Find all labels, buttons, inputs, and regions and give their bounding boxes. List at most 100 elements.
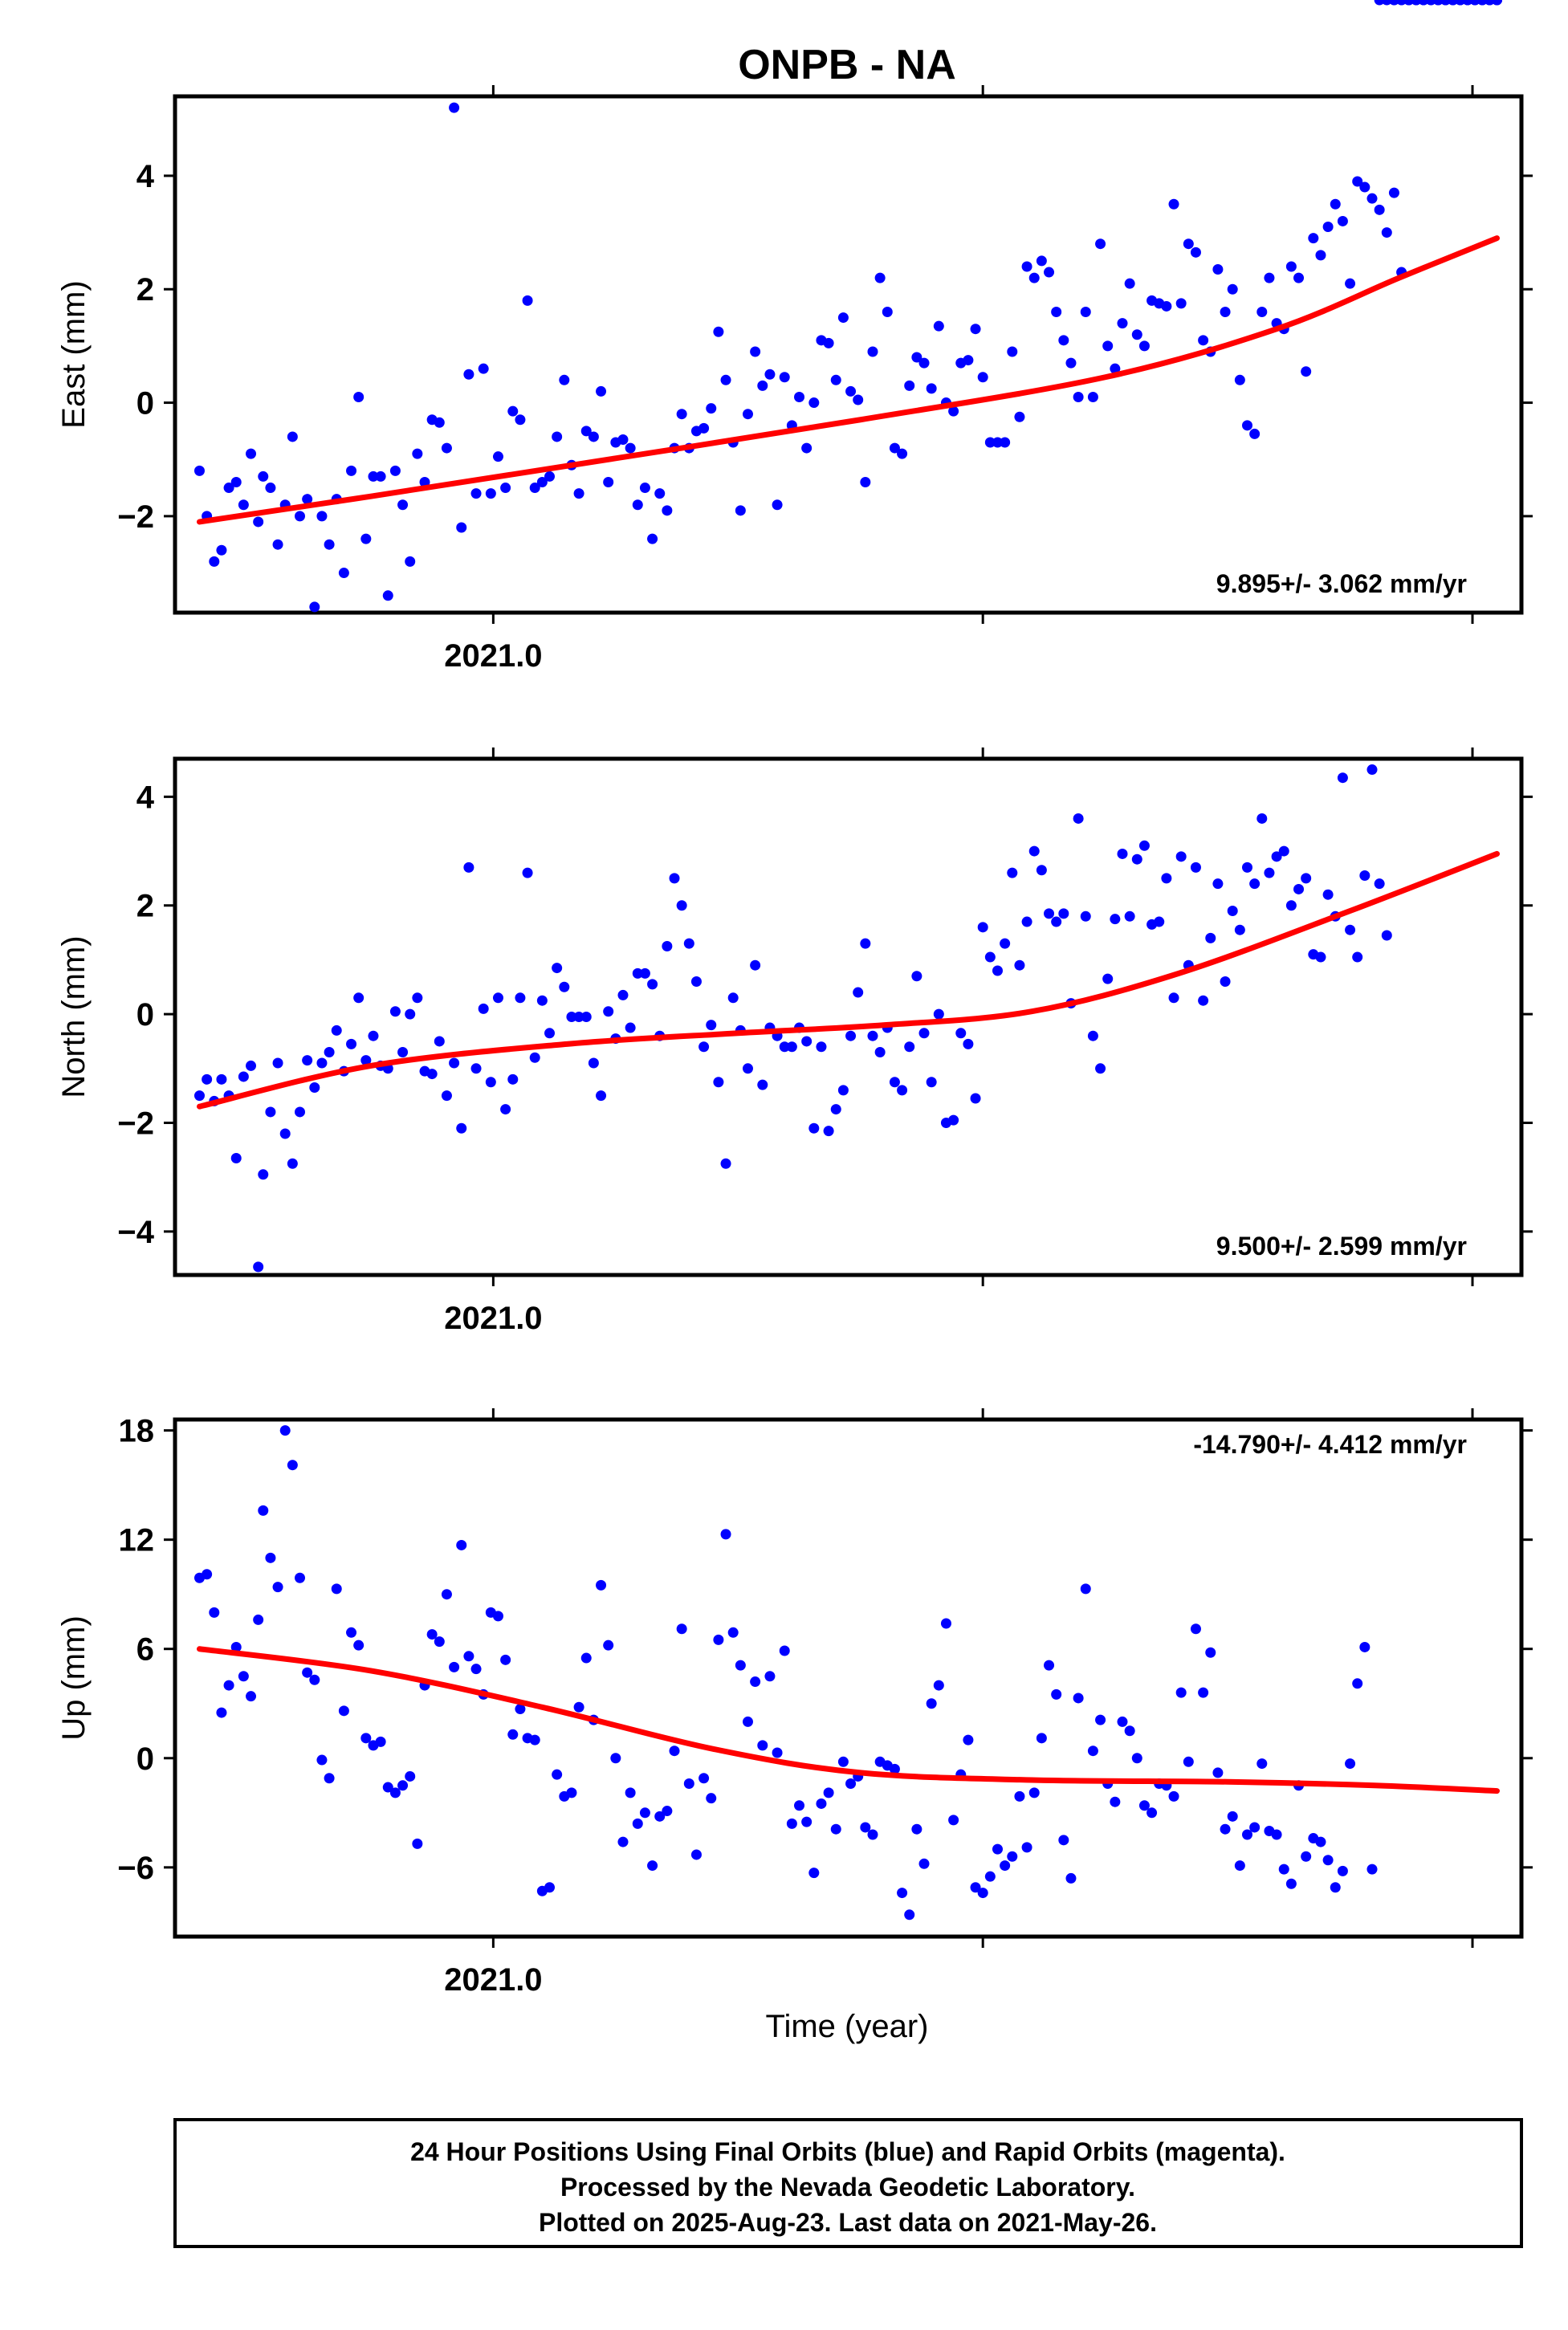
data-point <box>867 1030 878 1041</box>
data-point <box>1183 238 1194 250</box>
data-point <box>764 1671 776 1682</box>
data-point <box>1036 865 1047 876</box>
data-point <box>1198 1687 1209 1698</box>
data-point <box>904 1909 915 1921</box>
data-point <box>1359 870 1370 882</box>
data-point <box>1264 867 1275 878</box>
data-point <box>397 1046 409 1057</box>
data-point <box>368 470 379 482</box>
data-point <box>926 1698 937 1709</box>
data-point <box>1322 1855 1334 1866</box>
data-point <box>1264 272 1275 283</box>
data-point <box>963 1734 974 1745</box>
data-point <box>867 346 878 357</box>
data-point <box>412 448 423 459</box>
data-point <box>1352 176 1363 187</box>
y-tick-label: 2 <box>136 272 154 308</box>
data-point <box>544 1882 556 1893</box>
data-point <box>779 1645 790 1656</box>
data-point <box>1249 1822 1261 1833</box>
data-point <box>1102 973 1114 984</box>
data-point <box>1337 215 1348 226</box>
footer-line-3: Plotted on 2025-Aug-23. Last data on 202… <box>539 2208 1157 2237</box>
data-point <box>1220 1823 1231 1835</box>
data-point <box>596 385 607 397</box>
data-point <box>1220 307 1231 318</box>
data-point <box>977 922 988 933</box>
data-point <box>331 1583 342 1595</box>
data-point <box>1095 1714 1106 1725</box>
y-tick-label: 18 <box>119 1414 155 1449</box>
data-point <box>1190 246 1201 258</box>
data-point <box>1271 1829 1282 1840</box>
data-point <box>1124 910 1135 922</box>
data-point <box>478 1003 489 1014</box>
data-point <box>926 383 937 394</box>
data-point <box>1051 916 1062 927</box>
data-point <box>1175 851 1187 862</box>
data-point <box>338 568 349 579</box>
y-tick-label: 0 <box>136 386 154 422</box>
data-point <box>1374 204 1385 215</box>
data-point <box>1021 1842 1032 1853</box>
data-point <box>287 1460 298 1471</box>
data-point <box>735 1660 746 1671</box>
data-point <box>529 1734 540 1745</box>
data-point <box>1271 851 1282 862</box>
data-point <box>1028 272 1040 283</box>
data-point <box>1058 335 1069 346</box>
data-point <box>265 1552 276 1563</box>
data-point <box>302 1667 313 1678</box>
data-point <box>1000 437 1011 448</box>
data-point <box>500 483 511 494</box>
data-point <box>536 995 548 1006</box>
data-point <box>500 1104 511 1115</box>
data-point <box>238 499 249 511</box>
data-point <box>1028 1787 1040 1798</box>
data-point <box>1256 1758 1268 1770</box>
data-point <box>625 1787 636 1798</box>
data-point <box>360 1733 372 1744</box>
data-point <box>580 1652 592 1664</box>
data-point <box>750 959 761 971</box>
data-point <box>1234 924 1245 935</box>
data-point <box>1242 1829 1253 1840</box>
data-point <box>808 1868 820 1879</box>
data-point <box>375 1736 386 1747</box>
data-point <box>1308 233 1319 244</box>
data-point <box>209 1607 220 1618</box>
data-point <box>1278 1864 1289 1875</box>
data-point <box>764 369 776 380</box>
data-point <box>706 403 717 414</box>
data-point <box>216 544 227 556</box>
data-point <box>216 1707 227 1718</box>
data-point <box>1330 198 1341 210</box>
data-point <box>713 1634 724 1645</box>
rate-label: 9.500+/- 2.599 mm/yr <box>1216 1232 1467 1261</box>
data-point <box>713 326 724 337</box>
data-point <box>1095 238 1106 250</box>
data-point <box>662 941 673 952</box>
data-point <box>253 1261 264 1273</box>
data-point <box>1337 1865 1348 1876</box>
data-point <box>647 979 658 990</box>
data-point <box>193 465 205 476</box>
data-point <box>470 1063 482 1074</box>
data-point <box>727 992 739 1004</box>
data-point <box>1285 261 1297 272</box>
fit-curve <box>196 235 1501 525</box>
y-tick-label: −6 <box>117 1851 154 1886</box>
data-point <box>552 963 563 974</box>
data-point <box>992 965 1003 976</box>
data-point <box>1051 307 1062 318</box>
data-point <box>295 1572 306 1583</box>
data-point <box>662 1806 673 1817</box>
data-point <box>860 938 871 949</box>
data-point <box>742 409 753 420</box>
data-point <box>1234 374 1245 385</box>
data-point <box>911 1823 922 1835</box>
data-point <box>860 1822 871 1833</box>
data-point <box>603 1006 614 1017</box>
data-point <box>1301 1851 1312 1862</box>
data-point <box>984 437 996 448</box>
